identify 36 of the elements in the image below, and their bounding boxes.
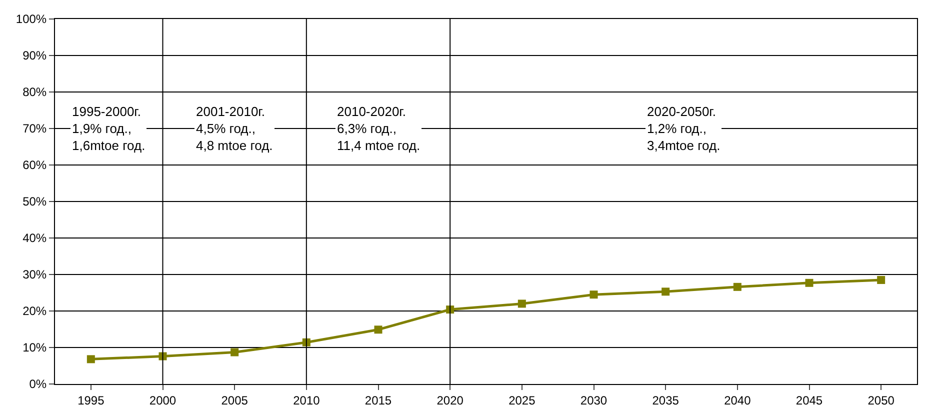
- x-tick-label: 2040: [724, 393, 752, 408]
- y-tick-label: 40%: [22, 231, 47, 246]
- y-tick-label: 50%: [22, 194, 47, 209]
- y-tick-label: 60%: [22, 158, 47, 172]
- x-tick-label: 1995: [78, 393, 105, 408]
- point: [662, 288, 670, 296]
- y-tick-label: 90%: [22, 48, 47, 63]
- y-tick-label: 10%: [22, 340, 47, 355]
- point: [518, 300, 526, 308]
- y-tick-label: 80%: [22, 85, 47, 100]
- x-tick-label: 2005: [221, 393, 248, 408]
- point: [374, 326, 382, 334]
- x-tick-label: 2020: [436, 393, 464, 408]
- y-tick-label: 30%: [22, 268, 47, 282]
- annotation: 2001-2010г. 4,5% год., 4,8 mtoe год.: [196, 104, 273, 153]
- point: [230, 348, 239, 356]
- point: [805, 278, 814, 287]
- x-tick-label: 2035: [652, 393, 680, 408]
- point: [877, 276, 886, 284]
- x-tick-label: 2010: [293, 393, 320, 408]
- x-tick-label: 2025: [508, 393, 536, 408]
- x-tick-label: 2015: [364, 393, 392, 408]
- point: [86, 355, 95, 364]
- y-tick-label: 70%: [22, 122, 47, 136]
- y-tick-label: 0%: [29, 377, 47, 392]
- x-tick-label: 2045: [796, 393, 823, 408]
- y-tick-label: 100%: [16, 12, 47, 26]
- x-tick-label: 2050: [868, 393, 895, 408]
- point: [590, 290, 598, 299]
- annotation: 2010-2020г. 6,3% год., 11,4 mtoe год.: [337, 104, 420, 153]
- x-tick-label: 2030: [580, 393, 608, 408]
- annotation: 2020-2050г. 1,2% год., 3,4mtoe год.: [647, 104, 720, 153]
- annotation: 1995-2000г. 1,9% год., 1,6mtoe год.: [72, 104, 146, 153]
- x-tick-label: 2000: [149, 393, 176, 408]
- point: [733, 282, 742, 291]
- y-tick-label: 20%: [22, 304, 47, 318]
